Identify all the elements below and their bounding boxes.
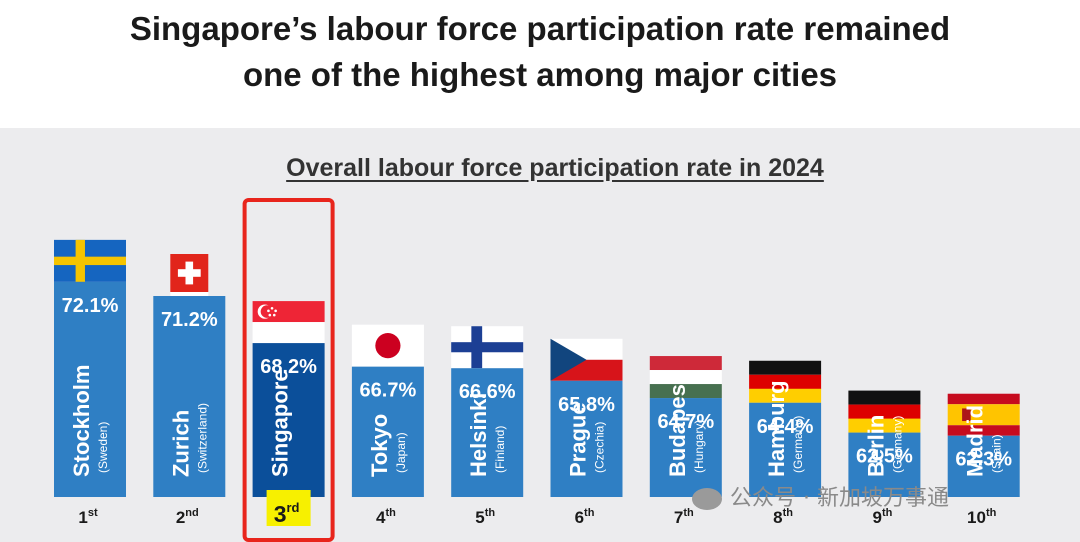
category-label: Helsinki <box>466 393 491 477</box>
rank-label: 3rd <box>274 500 300 527</box>
rank-label: 1st <box>78 507 98 527</box>
category-label: Zurich <box>168 410 193 477</box>
rank-label: 10th <box>967 507 997 527</box>
value-label: 68.2% <box>260 356 317 378</box>
bar <box>550 380 623 497</box>
category-label: Madrid <box>963 405 988 477</box>
category-label: Berlin <box>863 415 888 477</box>
flag-icon-germany <box>749 360 822 403</box>
category-label: Stockholm <box>69 365 94 477</box>
page-title: Singapore’s labour force participation r… <box>0 6 1080 98</box>
country-label: (Japan) <box>394 432 408 473</box>
flag-icon-hungary <box>649 356 722 399</box>
value-label: 65.8% <box>558 394 615 416</box>
country-label: (Sweden) <box>96 422 110 473</box>
rank-label: 6th <box>575 507 595 527</box>
flag-icon-finland <box>451 326 524 369</box>
rank-label: 7th <box>674 507 694 527</box>
bar <box>947 435 1020 497</box>
value-label: 64.7% <box>657 411 714 433</box>
bar <box>749 402 822 497</box>
flag-icon-singapore <box>252 301 325 344</box>
category-label: Singapore <box>268 369 293 477</box>
bar <box>649 398 722 497</box>
category-label: Tokyo <box>367 414 392 477</box>
bar <box>153 296 226 497</box>
rank-label: 8th <box>773 507 793 527</box>
flag-icon-japan <box>351 324 424 367</box>
country-label: (Switzerland) <box>195 403 209 473</box>
title-line-2: one of the highest among major cities <box>242 56 838 93</box>
category-label: Prague <box>566 402 591 477</box>
value-label: 62.5% <box>856 446 913 468</box>
watermark: 公众号 · 新加坡万事通 <box>692 480 949 512</box>
bar <box>351 366 424 497</box>
flag-icon-germany <box>848 390 921 433</box>
country-label: (Finland) <box>493 426 507 473</box>
flag-icon-czechia <box>550 338 623 381</box>
highlight-box <box>242 198 335 542</box>
watermark-text: 公众号 · 新加坡万事通 <box>730 486 949 511</box>
bar <box>252 343 325 497</box>
rank-label: 2nd <box>176 507 199 527</box>
chart-title: Overall labour force participation rate … <box>286 154 824 182</box>
flag-icon-switzerland <box>170 254 209 296</box>
title-line-1: Singapore’s labour force participation r… <box>129 10 951 47</box>
flag-icon-sweden <box>54 239 126 282</box>
country-label: (Spain) <box>990 434 1004 473</box>
bar <box>451 368 524 497</box>
category-label: Hamburg <box>764 380 789 477</box>
wechat-icon <box>692 488 722 510</box>
rank-label: 4th <box>376 507 396 527</box>
bar <box>848 432 921 497</box>
category-label: Budapest <box>665 376 690 477</box>
rank-label: 5th <box>475 507 495 527</box>
value-label: 64.4% <box>757 416 814 438</box>
rank-badge <box>266 490 311 526</box>
value-label: 71.2% <box>161 309 218 331</box>
country-label: (Germany) <box>890 416 904 473</box>
flag-icon-spain <box>947 393 1020 436</box>
bar <box>54 281 126 497</box>
value-label: 66.6% <box>459 381 516 403</box>
country-label: (Czechia) <box>593 422 607 473</box>
country-label: (Germany) <box>791 416 805 473</box>
value-label: 62.3% <box>955 449 1012 471</box>
value-label: 66.7% <box>360 380 417 402</box>
country-label: (Hungary) <box>692 420 706 473</box>
value-label: 72.1% <box>62 295 119 317</box>
rank-label: 9th <box>872 507 892 527</box>
